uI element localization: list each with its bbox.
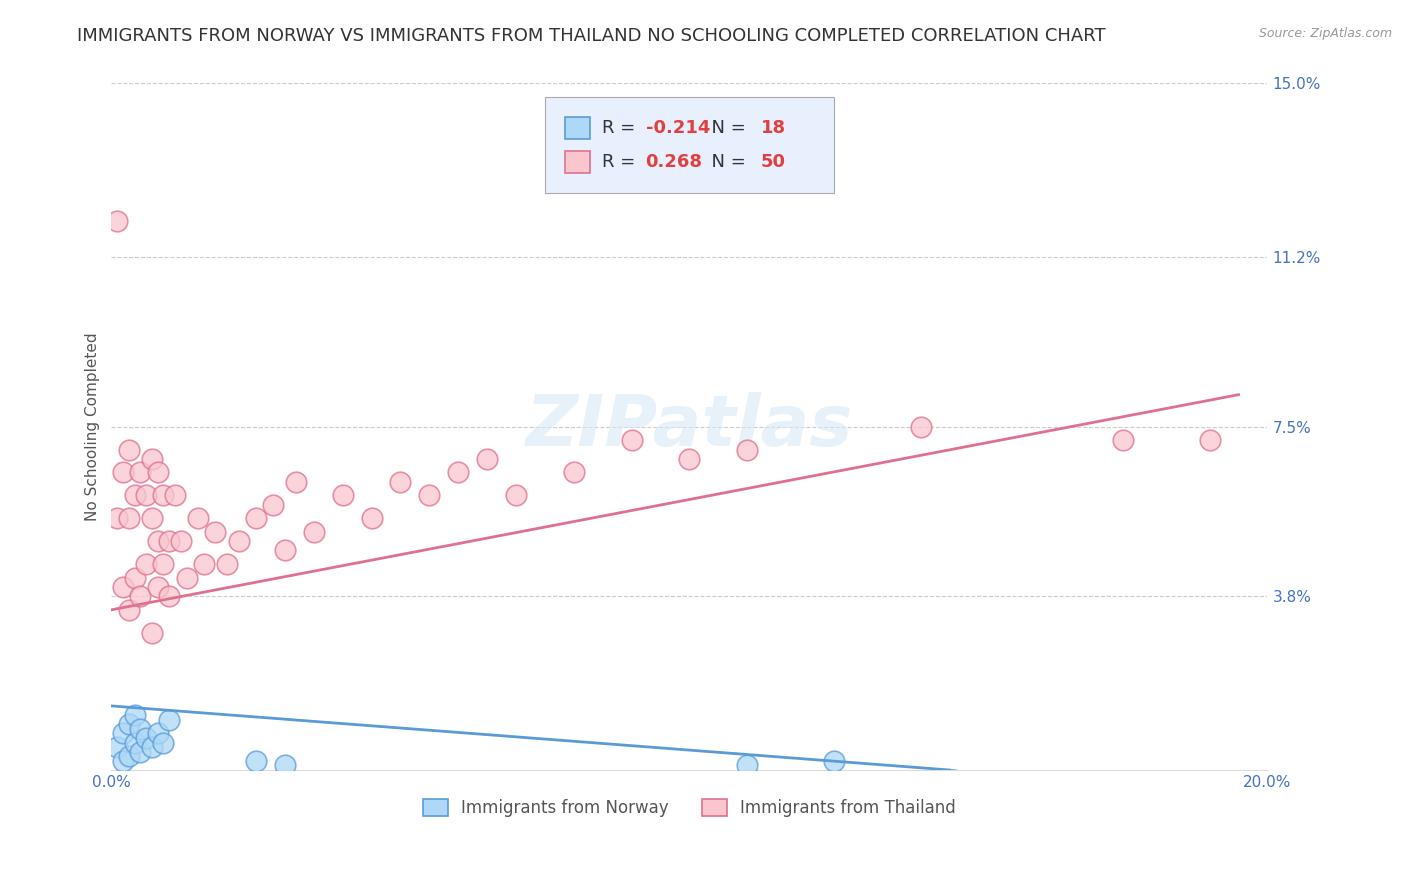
- Y-axis label: No Schooling Completed: No Schooling Completed: [86, 333, 100, 521]
- Point: [124, 488, 146, 502]
- Point: [1112, 434, 1135, 448]
- Point: [678, 451, 700, 466]
- Point: [152, 488, 174, 502]
- Point: [111, 726, 134, 740]
- Point: [118, 603, 141, 617]
- Point: [141, 625, 163, 640]
- Point: [135, 488, 157, 502]
- Point: [285, 475, 308, 489]
- Text: N =: N =: [700, 153, 751, 171]
- Point: [163, 488, 186, 502]
- Point: [111, 580, 134, 594]
- Point: [389, 475, 412, 489]
- Point: [823, 754, 845, 768]
- Point: [141, 740, 163, 755]
- Point: [105, 740, 128, 755]
- Text: R =: R =: [602, 153, 647, 171]
- Point: [193, 557, 215, 571]
- Text: ZIPatlas: ZIPatlas: [526, 392, 853, 461]
- Text: R =: R =: [602, 119, 641, 137]
- Point: [562, 466, 585, 480]
- FancyBboxPatch shape: [565, 117, 591, 139]
- Point: [170, 534, 193, 549]
- Text: IMMIGRANTS FROM NORWAY VS IMMIGRANTS FROM THAILAND NO SCHOOLING COMPLETED CORREL: IMMIGRANTS FROM NORWAY VS IMMIGRANTS FRO…: [77, 27, 1107, 45]
- Point: [146, 726, 169, 740]
- Point: [204, 524, 226, 539]
- Text: 50: 50: [761, 153, 786, 171]
- Point: [146, 534, 169, 549]
- Point: [118, 511, 141, 525]
- Point: [111, 754, 134, 768]
- Point: [1198, 434, 1220, 448]
- Point: [157, 713, 180, 727]
- Point: [118, 749, 141, 764]
- Point: [735, 442, 758, 457]
- Text: Source: ZipAtlas.com: Source: ZipAtlas.com: [1258, 27, 1392, 40]
- Point: [111, 466, 134, 480]
- Point: [129, 589, 152, 603]
- Point: [135, 557, 157, 571]
- Point: [152, 557, 174, 571]
- Point: [274, 543, 297, 558]
- Point: [215, 557, 238, 571]
- Legend: Immigrants from Norway, Immigrants from Thailand: Immigrants from Norway, Immigrants from …: [416, 792, 963, 823]
- Point: [274, 758, 297, 772]
- Point: [129, 722, 152, 736]
- Point: [124, 708, 146, 723]
- Point: [118, 442, 141, 457]
- FancyBboxPatch shape: [546, 97, 834, 194]
- Point: [157, 589, 180, 603]
- Point: [105, 511, 128, 525]
- Point: [475, 451, 498, 466]
- Point: [152, 735, 174, 749]
- Text: -0.214: -0.214: [645, 119, 710, 137]
- Point: [176, 571, 198, 585]
- Point: [418, 488, 440, 502]
- Text: 18: 18: [761, 119, 786, 137]
- FancyBboxPatch shape: [565, 152, 591, 173]
- Point: [332, 488, 354, 502]
- Point: [135, 731, 157, 745]
- Point: [129, 466, 152, 480]
- Point: [620, 434, 643, 448]
- Point: [157, 534, 180, 549]
- Point: [735, 758, 758, 772]
- Point: [187, 511, 209, 525]
- Point: [302, 524, 325, 539]
- Point: [447, 466, 470, 480]
- Point: [141, 511, 163, 525]
- Point: [910, 419, 932, 434]
- Point: [505, 488, 527, 502]
- Point: [360, 511, 382, 525]
- Point: [105, 213, 128, 227]
- Text: N =: N =: [700, 119, 751, 137]
- Point: [146, 580, 169, 594]
- Point: [141, 451, 163, 466]
- Point: [124, 735, 146, 749]
- Point: [245, 511, 267, 525]
- Point: [146, 466, 169, 480]
- Text: 0.268: 0.268: [645, 153, 703, 171]
- Point: [228, 534, 250, 549]
- Point: [118, 717, 141, 731]
- Point: [245, 754, 267, 768]
- Point: [129, 745, 152, 759]
- Point: [262, 498, 284, 512]
- Point: [124, 571, 146, 585]
